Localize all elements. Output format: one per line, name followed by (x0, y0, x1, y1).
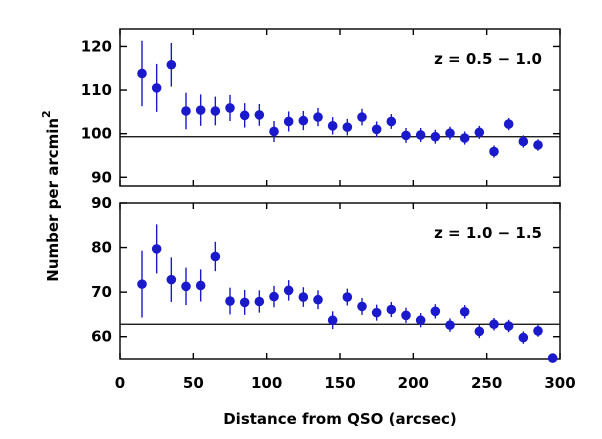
data-point (166, 274, 177, 285)
panel-label: z = 0.5 − 1.0 (434, 50, 542, 68)
data-point (459, 133, 470, 143)
data-point (342, 292, 353, 302)
data-point (137, 279, 147, 289)
data-point (181, 106, 191, 116)
data-point (489, 146, 499, 157)
data-point (474, 127, 485, 138)
data-point (298, 115, 309, 126)
data-point (489, 319, 499, 330)
y-tick-label: 100 (81, 125, 112, 143)
data-point (313, 112, 323, 122)
data-point (533, 326, 543, 336)
data-point (269, 291, 279, 302)
data-point (151, 83, 162, 93)
data-point (327, 315, 338, 326)
data-point (445, 320, 455, 330)
data-point (137, 68, 147, 79)
data-point (503, 119, 514, 129)
data-point (518, 136, 529, 147)
y-tick-label: 110 (81, 81, 112, 99)
data-point (195, 105, 206, 115)
data-point (533, 140, 543, 150)
data-point (415, 315, 426, 326)
y-tick-label: 90 (91, 194, 112, 212)
data-point (401, 130, 411, 141)
data-point (415, 130, 426, 140)
data-point (371, 124, 382, 135)
data-point (386, 116, 397, 127)
data-point (181, 281, 191, 292)
panel-top: 90 100 110 120 z = 0.5 − 1.0 (81, 28, 561, 187)
x-axis-title: Distance from QSO (arcsec) (223, 410, 457, 428)
data-point (254, 110, 265, 120)
y-tick-label: 70 (91, 283, 112, 301)
data-point (357, 112, 367, 122)
data-point (239, 297, 250, 308)
data-point (151, 244, 162, 254)
panel-bottom: 60 70 80 90 z = 1.0 − 1.5 (91, 194, 561, 363)
data-point (283, 285, 294, 296)
x-tick-label: 200 (398, 374, 429, 392)
data-point (357, 301, 367, 312)
data-point (342, 122, 353, 132)
data-point (386, 304, 397, 315)
data-point (239, 110, 250, 121)
data-point (430, 306, 441, 317)
data-point (283, 116, 294, 127)
data-point (210, 251, 221, 262)
data-point (371, 307, 382, 318)
data-point (225, 103, 235, 113)
y-tick-label: 60 (91, 328, 112, 346)
data-point (547, 353, 558, 363)
data-point (225, 296, 235, 306)
x-tick-label: 300 (544, 374, 575, 392)
y-tick-label: 120 (81, 37, 112, 55)
data-point (430, 131, 441, 142)
data-point (445, 128, 455, 139)
x-tick-label: 50 (183, 374, 204, 392)
data-point (474, 326, 485, 337)
panel-label: z = 1.0 − 1.5 (434, 224, 542, 242)
x-axis: 0 50 100 150 200 250 300 (115, 374, 576, 392)
x-tick-label: 100 (251, 374, 282, 392)
data-point (518, 332, 529, 343)
data-point (298, 292, 309, 302)
y-tick-label: 80 (91, 239, 112, 257)
data-point (210, 106, 221, 116)
y-axis-title-main: Number per arcmin (44, 118, 62, 282)
x-tick-label: 0 (115, 374, 125, 392)
data-point (401, 310, 411, 321)
y-axis-title-sup: 2 (40, 110, 53, 118)
data-point (313, 294, 323, 305)
data-point (327, 121, 338, 131)
y-axis-title: Number per arcmin2 (40, 110, 62, 281)
y-tick-label: 90 (91, 168, 112, 186)
data-point (166, 59, 177, 70)
data-point (254, 296, 265, 307)
data-point (269, 126, 279, 137)
data-point (503, 321, 514, 331)
x-tick-label: 150 (324, 374, 355, 392)
x-tick-label: 250 (471, 374, 502, 392)
data-point (459, 306, 470, 317)
data-point (195, 280, 206, 291)
